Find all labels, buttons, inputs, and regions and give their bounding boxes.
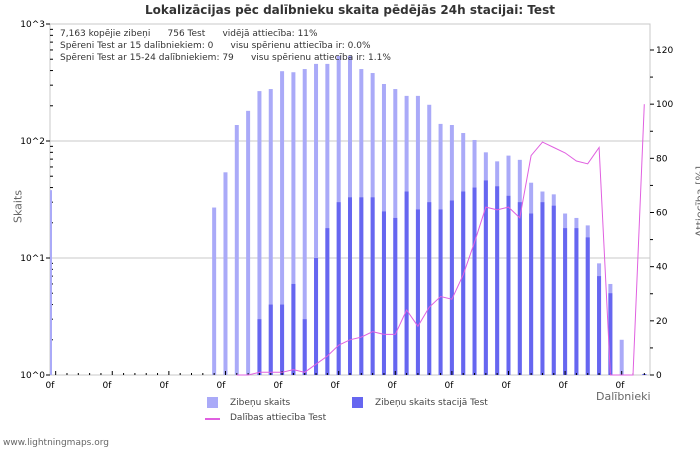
svg-text:0f: 0f: [388, 381, 398, 391]
svg-text:0f: 0f: [559, 381, 569, 391]
svg-text:20: 20: [656, 317, 668, 327]
y-axis-left-title: Skaits: [11, 190, 25, 223]
info-line-2: Spēreni Test ar 15 dalībniekiem: 0 visu …: [60, 41, 371, 51]
chart-title: Lokalizācijas pēc dalībnieku skaita pēdē…: [145, 3, 555, 17]
svg-text:0f: 0f: [502, 381, 512, 391]
svg-text:80: 80: [656, 154, 668, 164]
legend-swatch-station: [352, 397, 363, 408]
info-line-3: Spēreni Test ar 15-24 dalībniekiem: 79 v…: [60, 53, 391, 63]
svg-text:0f: 0f: [616, 381, 626, 391]
legend-swatch-total: [207, 397, 218, 408]
svg-text:0f: 0f: [46, 381, 56, 391]
svg-text:0f: 0f: [160, 381, 170, 391]
svg-text:0f: 0f: [274, 381, 284, 391]
legend-label-total: Zibeņu skaits: [230, 398, 291, 408]
svg-text:0f: 0f: [217, 381, 227, 391]
svg-text:10^0: 10^0: [20, 371, 45, 381]
svg-text:0f: 0f: [445, 381, 455, 391]
svg-text:10^2: 10^2: [20, 137, 45, 147]
svg-text:60: 60: [656, 209, 668, 219]
svg-text:40: 40: [656, 263, 668, 273]
legend-label-station: Zibeņu skaits stacijā Test: [375, 398, 488, 408]
svg-text:100: 100: [656, 100, 673, 110]
svg-text:0f: 0f: [331, 381, 341, 391]
info-line-1: 7,163 kopējie zibeņi 756 Test vidējā att…: [60, 29, 318, 39]
svg-text:0f: 0f: [103, 381, 113, 391]
legend-line-ratio: [205, 418, 220, 420]
svg-text:0: 0: [656, 371, 662, 381]
svg-text:10^1: 10^1: [20, 254, 45, 264]
svg-text:10^3: 10^3: [20, 20, 45, 30]
legend-label-ratio: Dalības attiecība Test: [230, 413, 327, 423]
y-axis-right-title: Attiecība [%]: [693, 165, 700, 238]
footer-site-link[interactable]: www.lightningmaps.org: [3, 438, 109, 448]
svg-text:120: 120: [656, 46, 673, 56]
x-axis-title: Dalībnieki: [596, 390, 651, 403]
